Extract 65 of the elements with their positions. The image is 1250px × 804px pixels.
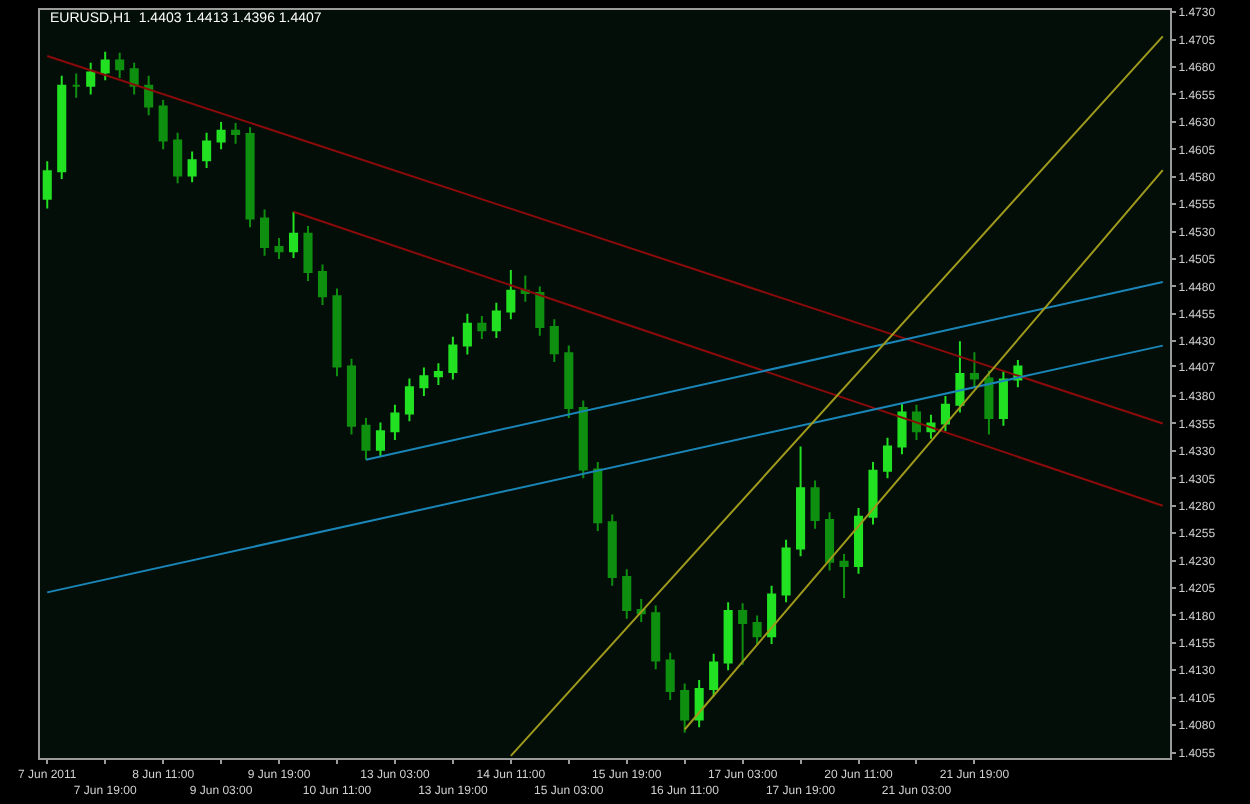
candlestick: [984, 369, 994, 436]
candlestick: [535, 285, 545, 337]
candlestick: [42, 160, 52, 210]
candlestick: [260, 208, 270, 257]
candlestick: [187, 150, 197, 184]
candlestick: [448, 335, 458, 381]
candlestick: [86, 61, 96, 96]
candlestick: [810, 479, 820, 530]
candlestick: [419, 366, 429, 398]
candlestick: [477, 315, 487, 341]
candlestick: [796, 445, 806, 558]
candlestick: [694, 679, 704, 729]
candlestick: [622, 568, 632, 620]
candlestick: [216, 120, 226, 151]
candlestick: [71, 72, 81, 99]
candlestick: [564, 344, 574, 419]
candlestick: [969, 351, 979, 389]
candlestick: [868, 460, 878, 526]
candlestick: [231, 121, 241, 145]
candlestick: [897, 402, 907, 456]
candlestick: [173, 131, 183, 185]
candlestick: [607, 513, 617, 587]
candlestick: [651, 604, 661, 671]
candlestick: [462, 312, 472, 356]
candlestick: [390, 403, 400, 441]
candlestick: [115, 51, 125, 79]
candlestick: [781, 538, 791, 604]
candlestick: [274, 237, 284, 260]
candlestick: [839, 553, 849, 599]
candlestick: [709, 652, 719, 698]
candlestick: [57, 74, 67, 180]
candlestick: [144, 74, 154, 117]
candlestick: [375, 421, 385, 458]
candlestick: [593, 460, 603, 532]
candlestick: [665, 651, 675, 701]
candlestick: [723, 601, 733, 672]
candlestick: [680, 682, 690, 734]
candlestick: [288, 210, 299, 259]
candlestick: [303, 225, 313, 282]
candlestick: [853, 506, 864, 575]
candlestick: [825, 511, 835, 572]
candlestick: [911, 403, 922, 441]
candlestick: [129, 61, 139, 96]
candlestick: [491, 301, 501, 339]
candlestick: [317, 263, 328, 307]
candlestick: [404, 377, 414, 423]
candlestick: [332, 287, 342, 378]
candlestick: [202, 131, 212, 169]
candlestick: [955, 340, 965, 414]
candlestick: [882, 436, 893, 480]
candlestick: [752, 614, 762, 647]
candlestick: [998, 369, 1008, 427]
candlestick: [346, 357, 357, 436]
candlestick: [158, 98, 168, 151]
candlestick: [361, 417, 371, 461]
candlestick: [549, 318, 559, 364]
candlestick: [433, 362, 443, 387]
candlestick: [767, 584, 777, 645]
candlestick: [100, 50, 110, 82]
candlestick: [578, 399, 588, 480]
candlestick: [940, 395, 950, 433]
candlestick: [738, 602, 748, 666]
candlestick: [245, 126, 255, 229]
candlestick: [520, 274, 530, 303]
candlestick: [506, 268, 516, 321]
